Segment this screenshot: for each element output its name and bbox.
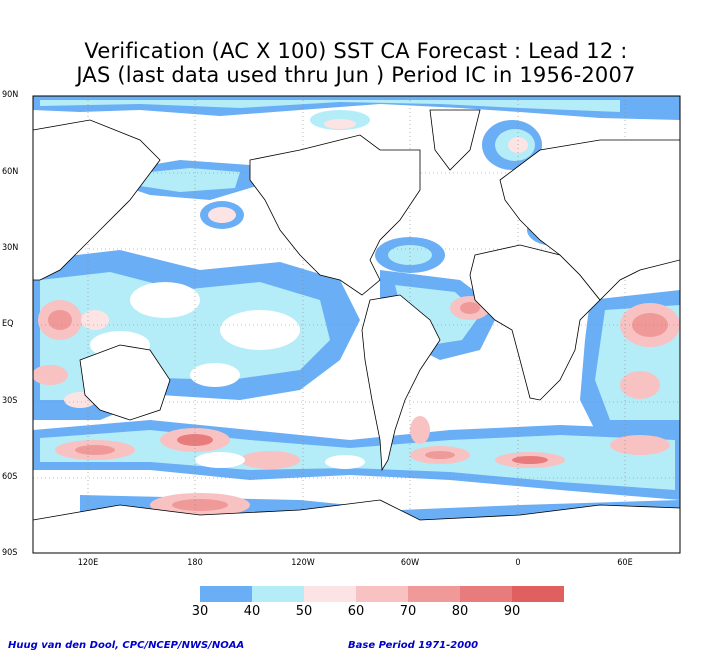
lon-tick-180: 180 xyxy=(187,558,203,568)
lon-tick-120w: 120W xyxy=(291,558,315,568)
lon-tick-120e: 120E xyxy=(77,558,99,568)
legend-swatch xyxy=(460,586,512,602)
legend-swatch xyxy=(252,586,304,602)
map-title-line-2: JAS (last data used thru Jun ) Period IC… xyxy=(76,63,636,87)
legend-label: 40 xyxy=(243,604,261,619)
legend-swatch xyxy=(356,586,408,602)
legend-swatch xyxy=(200,586,252,602)
lat-tick-eq: EQ xyxy=(2,319,14,329)
lat-tick-90s: 90S xyxy=(2,548,18,558)
lat-tick-90n: 90N xyxy=(2,90,19,100)
legend-swatch xyxy=(512,586,564,602)
legend-label: 50 xyxy=(295,604,313,619)
legend-swatch xyxy=(304,586,356,602)
base-period-footer: Base Period 1971-2000 xyxy=(348,640,479,651)
lon-tick-0: 0 xyxy=(515,558,521,568)
map-title-line-1: Verification (AC X 100) SST CA Forecast … xyxy=(84,39,628,63)
lat-tick-60s: 60S xyxy=(2,472,18,482)
legend-swatch xyxy=(408,586,460,602)
legend-label: 30 xyxy=(191,604,209,619)
legend-label: 70 xyxy=(399,604,417,619)
legend-label: 60 xyxy=(347,604,365,619)
lat-tick-30n: 30N xyxy=(2,243,19,253)
legend-label: 90 xyxy=(503,604,521,619)
coastlines xyxy=(32,109,681,554)
lat-tick-60n: 60N xyxy=(2,167,19,177)
color-legend xyxy=(200,586,564,602)
lon-tick-60w: 60W xyxy=(400,558,420,568)
credit-footer: Huug van den Dool, CPC/NCEP/NWS/NOAA xyxy=(8,640,245,651)
lon-tick-60e: 60E xyxy=(617,558,633,568)
lat-tick-30s: 30S xyxy=(2,396,18,406)
legend-label: 80 xyxy=(451,604,469,619)
map-frame xyxy=(32,95,681,554)
